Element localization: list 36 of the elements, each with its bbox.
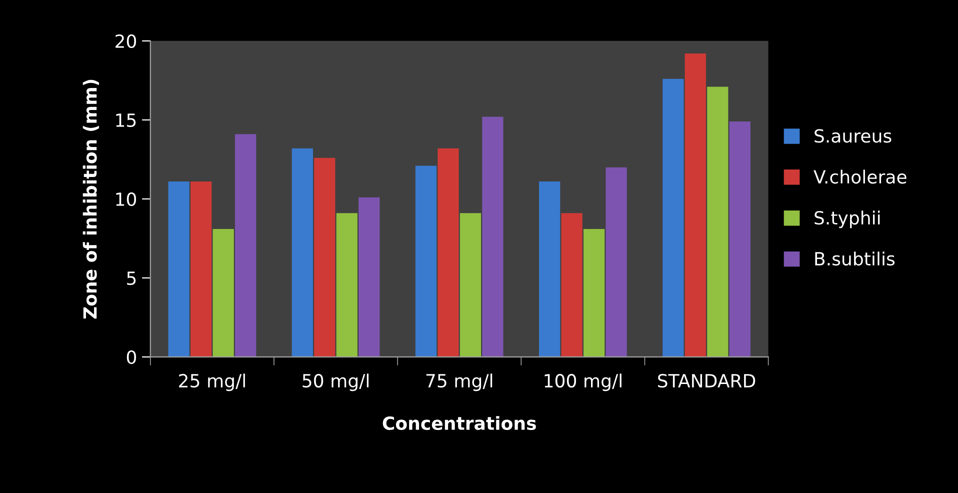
bar — [438, 148, 459, 357]
legend-label: B.subtilis — [815, 252, 895, 266]
bar — [415, 166, 437, 357]
y-tick-label: 5 — [127, 272, 136, 286]
bar — [292, 148, 313, 357]
legend-label: S.typhii — [814, 210, 880, 228]
x-tick-label: STANDARD — [658, 374, 756, 388]
y-axis-title: Zone of inhibition (mm) — [82, 80, 99, 319]
bar — [314, 158, 336, 357]
legend-label: V.cholerae — [814, 170, 906, 184]
bar — [168, 182, 190, 357]
bar — [729, 122, 750, 357]
x-tick-label: 75 mg/l — [426, 374, 492, 392]
bar — [460, 213, 482, 357]
x-tick-label: 25 mg/l — [179, 374, 245, 392]
bar — [584, 228, 605, 357]
x-axis-title: Concentrations — [382, 416, 536, 430]
bar — [707, 86, 728, 357]
bar — [190, 182, 212, 357]
bar — [561, 213, 582, 357]
y-tick-label: 15 — [116, 114, 136, 128]
bar — [212, 228, 234, 357]
bar — [684, 54, 706, 357]
y-tick-label: 0 — [126, 350, 136, 364]
bar — [235, 134, 256, 357]
bar — [482, 116, 504, 357]
bar — [336, 213, 358, 357]
y-tick-label: 20 — [116, 34, 136, 48]
bar — [662, 78, 684, 357]
x-tick-label: 50 mg/l — [302, 374, 369, 392]
bar — [539, 182, 560, 357]
x-tick-label: 100 mg/l — [544, 374, 622, 392]
legend-label: S.aureus — [814, 129, 892, 143]
bar — [358, 197, 380, 357]
bar — [606, 167, 627, 357]
y-tick-label: 10 — [116, 192, 136, 206]
